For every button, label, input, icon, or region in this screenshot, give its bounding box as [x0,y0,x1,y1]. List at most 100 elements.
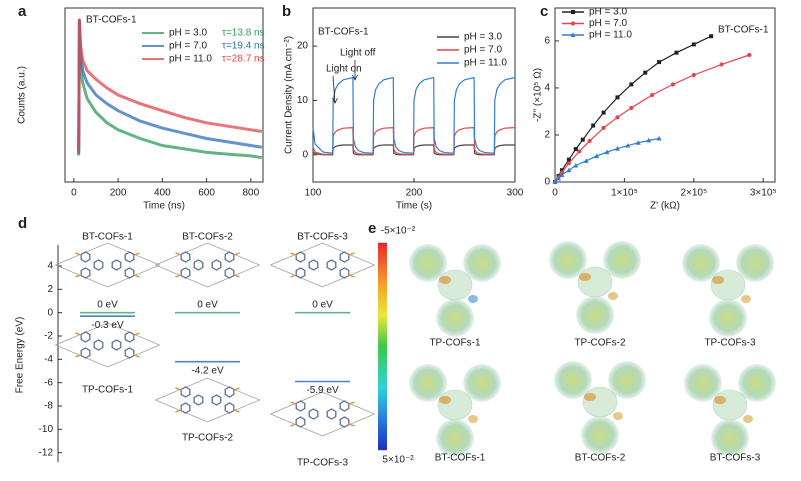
esp-spot [608,292,618,300]
legend-marker [570,32,576,37]
y-tick-label: 0 [47,307,53,318]
annotation-arrow [332,75,336,104]
data-point [583,158,589,163]
esp-spot [714,396,726,404]
esp-lobe [409,244,447,282]
molecule-bond [75,332,83,337]
structure-label: TP-COFs-3 [704,338,756,349]
molecule-bond [132,353,140,358]
esp-lobe [576,296,614,334]
structure-label: BT-COFs-2 [575,453,626,464]
colorbar-label: -5×10⁻² [381,226,416,237]
x-tick-label: 300 [507,188,524,199]
legend-label: pH = 11.0 [464,58,507,69]
molecule-bond [347,422,355,427]
structure-label: BT-COFs-1 [435,453,486,464]
data-point [566,167,572,173]
molecule-bond [232,252,240,257]
x-tick-label: 200 [110,188,127,199]
molecule-bond [75,353,83,358]
molecule-ring [80,347,91,359]
esp-spot [439,396,451,404]
molecule-ring [180,251,191,263]
molecule-ring [124,267,135,279]
cell-outline [54,242,161,288]
data-point [709,34,714,39]
molecule-bond [290,422,298,427]
data-point [747,52,752,58]
molecule-bond [75,273,83,278]
structure-label: TP-COFs-1 [82,385,134,396]
esp-spot [439,276,451,284]
legend-label: pH = 11.0 [589,30,632,41]
data-point [691,72,696,78]
structure-label: BT-COFs-3 [710,453,761,464]
molecule-ring [326,259,337,271]
molecule-ring [295,416,306,428]
esp-lobe [738,364,776,402]
legend-lifetime: τ=13.8 ns [222,28,265,39]
panel-label: a [18,3,27,20]
esp-lobe [549,241,587,279]
molecule-ring [295,251,306,263]
data-point [552,179,558,184]
cell-outline [54,322,161,368]
arrow-head [332,97,338,104]
esp-spot [613,412,623,420]
colorbar [378,243,387,450]
molecule-bond [290,401,298,406]
level-label: 0 eV [312,299,333,310]
data-point [615,115,620,120]
molecule-bond [132,332,140,337]
data-point [629,82,634,87]
series-line [312,76,516,154]
molecule-ring [111,259,122,271]
y-tick-label: 2 [47,284,53,295]
molecule-bond [290,252,298,257]
esp-lobe [409,364,447,402]
x-axis-label: Z' (kΩ) [650,201,680,212]
molecule-ring [193,394,204,406]
x-tick-label: 600 [198,188,215,199]
x-tick-label: 2×10⁵ [680,188,707,199]
esp-core [437,269,473,301]
structure-label: BT-COFs-2 [182,232,233,243]
molecule-ring [124,251,135,263]
structure-label: TP-COFs-3 [297,458,349,469]
data-point [691,42,696,47]
annotation: Light off [340,48,376,59]
molecule-ring [326,408,337,420]
molecule-bond [347,252,355,257]
molecule-ring [180,386,191,398]
molecule-ring [224,251,235,263]
esp-core [582,386,618,418]
esp-lobe [581,416,619,454]
esp-lobe [436,419,474,457]
molecule-ring [111,339,122,351]
cell-outline [269,391,376,437]
cell-outline [269,242,376,288]
data-point [670,82,676,87]
legend-marker [571,10,575,14]
legend-label: pH = 3.0 [589,7,628,18]
molecule-bond [232,273,240,278]
structure-label: TP-COFs-1 [429,338,481,349]
level-label: 0 eV [197,299,218,310]
data-point [650,92,655,98]
molecule-ring [308,259,319,271]
molecule-bond [175,408,183,413]
x-tick-label: 800 [242,188,259,199]
plot-frame [554,7,776,183]
molecule-bond [347,401,355,406]
molecule-bond [290,273,298,278]
panel-title: BT-COFs-1 [718,25,769,36]
data-point [625,142,631,148]
molecule-ring [80,251,91,263]
molecule-ring [211,259,222,271]
molecule-ring [339,400,350,412]
molecule-bond [175,273,183,278]
level-label: -5.9 eV [306,385,339,396]
legend-label: pH = 7.0 [589,18,628,29]
x-tick-label: 3×10⁵ [750,188,777,199]
